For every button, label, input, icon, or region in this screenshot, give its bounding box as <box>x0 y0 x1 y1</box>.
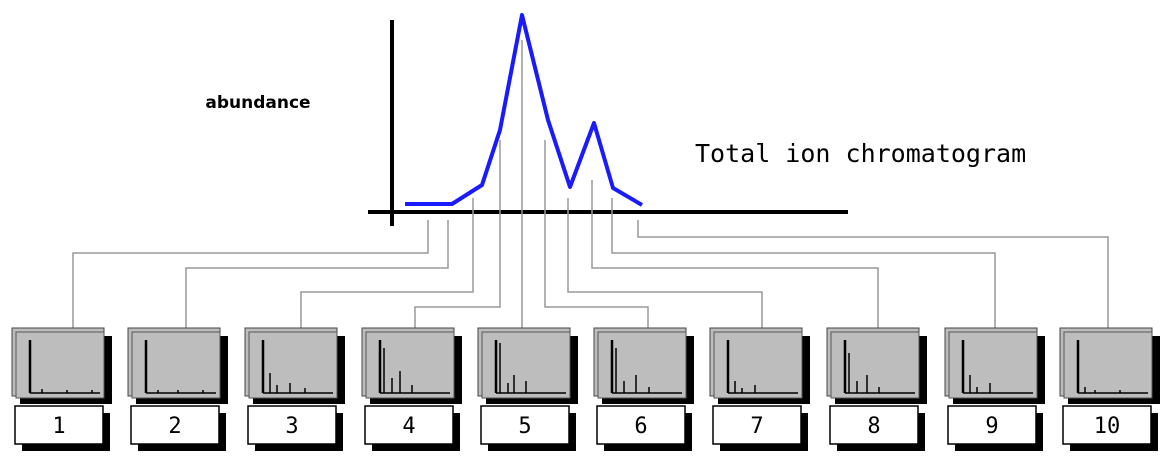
label-box <box>14 405 104 445</box>
leader-line <box>300 198 474 328</box>
axis-label: abundance <box>205 93 310 113</box>
spectrum-label: 6 <box>634 414 647 439</box>
label-box <box>596 405 686 445</box>
leader-line <box>567 198 763 328</box>
spectrum-label: 3 <box>285 414 298 439</box>
spectrum-label: 5 <box>518 414 531 439</box>
leader-line <box>637 220 1109 328</box>
leader-lines <box>72 40 1109 328</box>
title: Total ion chromatogram <box>695 139 1026 168</box>
spectrum-label: 1 <box>52 414 65 439</box>
label-box <box>247 405 337 445</box>
spectrum-label: 2 <box>168 414 181 439</box>
spectrum-label: 9 <box>985 414 998 439</box>
leader-line <box>591 180 879 328</box>
label-box <box>1062 405 1152 445</box>
label-box <box>130 405 220 445</box>
spectra: 1 2 3 4 5 6 7 8 9 10 <box>11 327 1160 451</box>
leader-line <box>185 220 449 328</box>
chromatogram-curve <box>405 13 644 207</box>
spectrum-label: 4 <box>402 414 415 439</box>
leader-line <box>611 198 996 328</box>
spectrum-label: 10 <box>1094 414 1121 439</box>
leader-line <box>544 140 649 328</box>
spectrum-label: 8 <box>867 414 880 439</box>
label-box <box>829 405 919 445</box>
leader-line <box>72 220 429 328</box>
leader-line <box>414 140 501 328</box>
label-box <box>712 405 802 445</box>
label-box <box>947 405 1037 445</box>
label-box <box>364 405 454 445</box>
label-box <box>480 405 570 445</box>
spectrum-label: 7 <box>750 414 763 439</box>
